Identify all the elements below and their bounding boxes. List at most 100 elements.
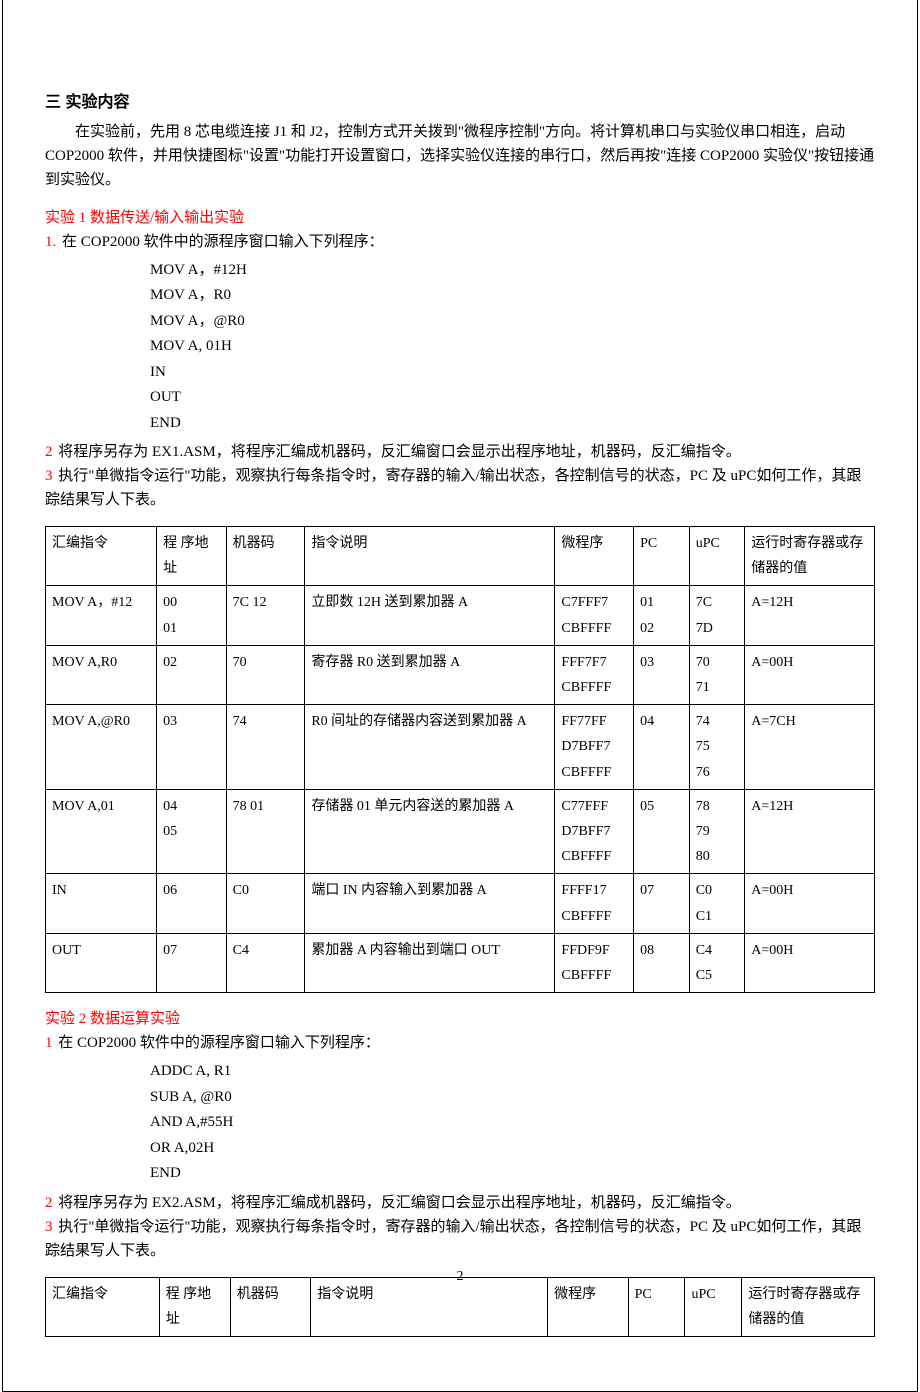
table-cell: 70: [226, 645, 305, 704]
table-cell: 03: [157, 705, 226, 790]
page-number: 2: [0, 1266, 920, 1288]
table-header: uPC: [689, 527, 745, 586]
table-cell: IN: [46, 874, 157, 933]
table-header: 汇编指令: [46, 527, 157, 586]
table-cell: C0C1: [689, 874, 745, 933]
code-line: IN: [150, 360, 875, 386]
table-cell: 0102: [634, 586, 690, 645]
code-line: AND A,#55H: [150, 1110, 875, 1136]
table-cell: FFF7F7CBFFFF: [555, 645, 634, 704]
table-cell: 0405: [157, 789, 226, 874]
table-cell: C0: [226, 874, 305, 933]
exp1-step1: 1. 在 COP2000 软件中的源程序窗口输入下列程序：: [45, 230, 875, 254]
table-cell: A=12H: [745, 789, 875, 874]
code-line: OR A,02H: [150, 1136, 875, 1162]
table-header: 运行时寄存器或存储器的值: [745, 527, 875, 586]
table-cell: 07: [157, 933, 226, 992]
table-cell: C77FFFD7BFF7CBFFFF: [555, 789, 634, 874]
table-row: IN06C0端口 IN 内容输入到累加器 AFFFF17CBFFFF07C0C1…: [46, 874, 875, 933]
exp1-step3: 3 执行"单微指令运行"功能，观察执行每条指令时，寄存器的输入/输出状态，各控制…: [45, 464, 875, 512]
code-line: END: [150, 1161, 875, 1187]
table-row: OUT07C4累加器 A 内容输出到端口 OUTFFDF9FCBFFFF08C4…: [46, 933, 875, 992]
section-heading: 三 实验内容: [45, 90, 875, 116]
table-cell: C4: [226, 933, 305, 992]
table-cell: 7C7D: [689, 586, 745, 645]
table-header: 指令说明: [305, 527, 555, 586]
code-block-1: MOV A，#12HMOV A，R0MOV A，@R0MOV A, 01HINO…: [150, 258, 875, 437]
table-cell: A=7CH: [745, 705, 875, 790]
table-row: MOV A,01040578 01存储器 01 单元内容送的累加器 AC77FF…: [46, 789, 875, 874]
exp1-step2: 2 将程序另存为 EX1.ASM，将程序汇编成机器码，反汇编窗口会显示出程序地址…: [45, 440, 875, 464]
table-cell: 07: [634, 874, 690, 933]
table-header: PC: [634, 527, 690, 586]
code-line: SUB A, @R0: [150, 1085, 875, 1111]
table-cell: 74: [226, 705, 305, 790]
exp2-step2: 2 将程序另存为 EX2.ASM，将程序汇编成机器码，反汇编窗口会显示出程序地址…: [45, 1191, 875, 1215]
code-line: MOV A，R0: [150, 283, 875, 309]
table-cell: 7C 12: [226, 586, 305, 645]
exp2-step1: 1 在 COP2000 软件中的源程序窗口输入下列程序：: [45, 1031, 875, 1055]
table-cell: MOV A,R0: [46, 645, 157, 704]
table-cell: 04: [634, 705, 690, 790]
table-cell: 78 01: [226, 789, 305, 874]
table-header: 微程序: [555, 527, 634, 586]
step-number: 2: [45, 1195, 53, 1211]
table-cell: 05: [634, 789, 690, 874]
table-cell: MOV A，#12: [46, 586, 157, 645]
table-cell: 累加器 A 内容输出到端口 OUT: [305, 933, 555, 992]
table-cell: 寄存器 R0 送到累加器 A: [305, 645, 555, 704]
table-header: 机器码: [226, 527, 305, 586]
table-cell: A=12H: [745, 586, 875, 645]
table-cell: A=00H: [745, 933, 875, 992]
code-line: ADDC A, R1: [150, 1059, 875, 1085]
table-cell: 787980: [689, 789, 745, 874]
step-number: 1.: [45, 234, 56, 250]
instruction-table-1: 汇编指令程 序地址机器码指令说明微程序PCuPC运行时寄存器或存储器的值 MOV…: [45, 526, 875, 993]
table-cell: C4C5: [689, 933, 745, 992]
code-line: MOV A，@R0: [150, 309, 875, 335]
table-cell: 08: [634, 933, 690, 992]
table-cell: 立即数 12H 送到累加器 A: [305, 586, 555, 645]
table-cell: 端口 IN 内容输入到累加器 A: [305, 874, 555, 933]
code-line: MOV A, 01H: [150, 334, 875, 360]
intro-paragraph: 在实验前，先用 8 芯电缆连接 J1 和 J2，控制方式开关拨到"微程序控制"方…: [45, 120, 875, 192]
code-line: END: [150, 411, 875, 437]
table-cell: 7071: [689, 645, 745, 704]
table-1-wrap: 汇编指令程 序地址机器码指令说明微程序PCuPC运行时寄存器或存储器的值 MOV…: [45, 526, 875, 993]
table-cell: 03: [634, 645, 690, 704]
table-row: MOV A,@R00374R0 间址的存储器内容送到累加器 AFF77FFD7B…: [46, 705, 875, 790]
table-cell: R0 间址的存储器内容送到累加器 A: [305, 705, 555, 790]
table-row: MOV A，#1200017C 12立即数 12H 送到累加器 AC7FFF7C…: [46, 586, 875, 645]
step-text: 执行"单微指令运行"功能，观察执行每条指令时，寄存器的输入/输出状态，各控制信号…: [45, 1219, 861, 1259]
step-number: 2: [45, 444, 53, 460]
table-cell: 747576: [689, 705, 745, 790]
step-text: 在 COP2000 软件中的源程序窗口输入下列程序：: [58, 1035, 380, 1051]
code-line: MOV A，#12H: [150, 258, 875, 284]
step-number: 1: [45, 1035, 53, 1051]
step-text: 将程序另存为 EX1.ASM，将程序汇编成机器码，反汇编窗口会显示出程序地址，机…: [58, 444, 741, 460]
table-cell: OUT: [46, 933, 157, 992]
table-cell: 0001: [157, 586, 226, 645]
table-cell: FF77FFD7BFF7CBFFFF: [555, 705, 634, 790]
code-line: OUT: [150, 385, 875, 411]
table-cell: 06: [157, 874, 226, 933]
step-text: 在 COP2000 软件中的源程序窗口输入下列程序：: [62, 234, 384, 250]
table-cell: FFFF17CBFFFF: [555, 874, 634, 933]
table-cell: MOV A,01: [46, 789, 157, 874]
experiment-2-title: 实验 2 数据运算实验: [45, 1007, 875, 1031]
table-cell: FFDF9FCBFFFF: [555, 933, 634, 992]
step-text: 执行"单微指令运行"功能，观察执行每条指令时，寄存器的输入/输出状态，各控制信号…: [45, 468, 861, 508]
page-container: 三 实验内容 在实验前，先用 8 芯电缆连接 J1 和 J2，控制方式开关拨到"…: [2, 0, 918, 1392]
table-header: 程 序地址: [157, 527, 226, 586]
exp2-step3: 3 执行"单微指令运行"功能，观察执行每条指令时，寄存器的输入/输出状态，各控制…: [45, 1215, 875, 1263]
step-number: 3: [45, 1219, 53, 1235]
table-cell: C7FFF7CBFFFF: [555, 586, 634, 645]
code-block-2: ADDC A, R1SUB A, @R0AND A,#55HOR A,02HEN…: [150, 1059, 875, 1187]
table-cell: 02: [157, 645, 226, 704]
table-row: MOV A,R00270寄存器 R0 送到累加器 AFFF7F7CBFFFF03…: [46, 645, 875, 704]
table-cell: 存储器 01 单元内容送的累加器 A: [305, 789, 555, 874]
step-text: 将程序另存为 EX2.ASM，将程序汇编成机器码，反汇编窗口会显示出程序地址，机…: [58, 1195, 741, 1211]
table-cell: MOV A,@R0: [46, 705, 157, 790]
table-cell: A=00H: [745, 645, 875, 704]
step-number: 3: [45, 468, 53, 484]
